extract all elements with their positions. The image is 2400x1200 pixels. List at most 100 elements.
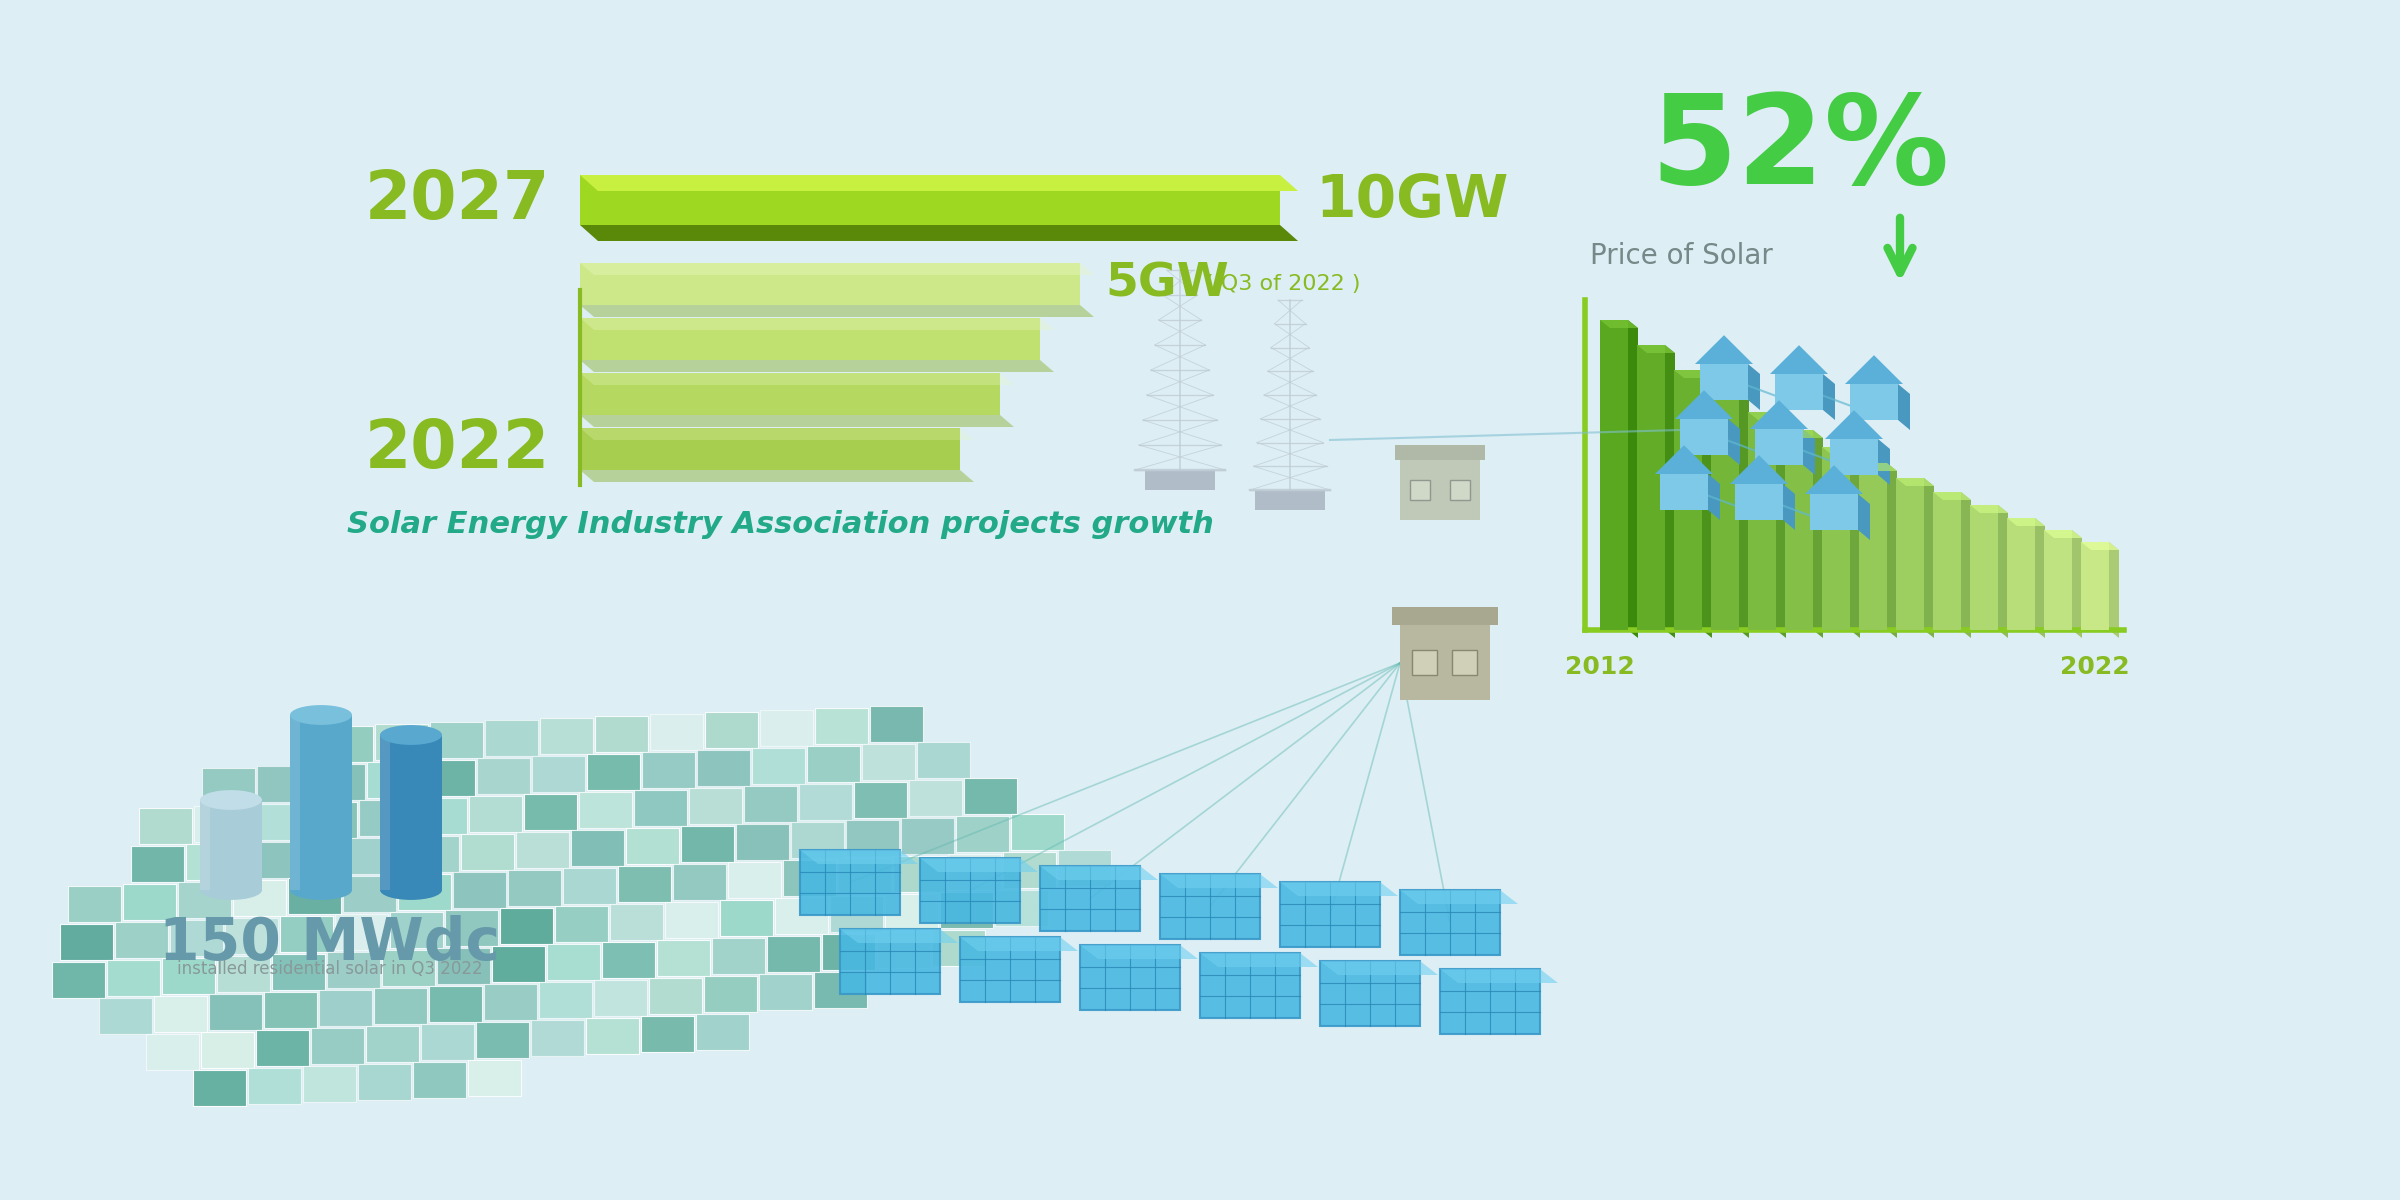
Bar bbox=[619, 866, 672, 902]
Polygon shape bbox=[1279, 882, 1397, 896]
Bar bbox=[154, 996, 206, 1032]
Bar bbox=[1932, 492, 1961, 630]
Bar bbox=[437, 948, 490, 984]
Bar bbox=[1058, 850, 1111, 886]
Bar bbox=[1822, 446, 1850, 630]
Bar bbox=[499, 908, 552, 944]
Polygon shape bbox=[1997, 505, 2009, 638]
Polygon shape bbox=[1711, 392, 1750, 400]
Bar bbox=[919, 858, 1020, 923]
Polygon shape bbox=[1970, 505, 2009, 514]
Text: 5GW: 5GW bbox=[1104, 262, 1229, 306]
Bar bbox=[775, 898, 828, 934]
Bar bbox=[533, 756, 586, 792]
Bar bbox=[350, 838, 403, 874]
Bar bbox=[202, 1032, 254, 1068]
Bar bbox=[382, 950, 434, 986]
Bar bbox=[761, 710, 814, 746]
Bar bbox=[1601, 320, 1627, 630]
Ellipse shape bbox=[199, 790, 262, 810]
Bar bbox=[960, 937, 1061, 1002]
Bar bbox=[398, 874, 451, 910]
Bar bbox=[406, 836, 458, 872]
Bar bbox=[1450, 480, 1469, 500]
Bar bbox=[413, 1062, 466, 1098]
Bar bbox=[696, 750, 749, 786]
Bar bbox=[264, 992, 317, 1028]
Polygon shape bbox=[1860, 463, 1896, 470]
Polygon shape bbox=[1709, 474, 1721, 520]
Bar bbox=[516, 832, 569, 868]
Bar bbox=[665, 902, 718, 938]
Bar bbox=[862, 744, 914, 780]
Bar bbox=[302, 1066, 355, 1102]
Bar bbox=[108, 960, 161, 996]
Bar bbox=[358, 1064, 410, 1100]
Bar bbox=[581, 428, 960, 470]
Bar bbox=[178, 882, 230, 918]
Polygon shape bbox=[1694, 335, 1752, 364]
Bar bbox=[98, 998, 151, 1034]
Bar bbox=[257, 1030, 310, 1066]
Polygon shape bbox=[1747, 412, 1786, 420]
Bar bbox=[1452, 650, 1476, 674]
Bar bbox=[485, 984, 538, 1020]
Bar bbox=[1010, 814, 1063, 850]
Bar bbox=[192, 1070, 247, 1106]
Polygon shape bbox=[1740, 392, 1750, 638]
Bar bbox=[610, 904, 662, 940]
Bar bbox=[595, 716, 648, 752]
Text: 10GW: 10GW bbox=[1315, 172, 1507, 228]
Bar bbox=[1394, 445, 1486, 460]
Bar bbox=[1399, 625, 1490, 700]
Polygon shape bbox=[1699, 364, 1747, 400]
Polygon shape bbox=[1850, 446, 1860, 638]
Bar bbox=[1003, 852, 1056, 888]
Bar bbox=[588, 754, 641, 790]
Polygon shape bbox=[581, 360, 1054, 372]
Polygon shape bbox=[581, 470, 974, 482]
Bar bbox=[806, 746, 859, 782]
Polygon shape bbox=[2071, 530, 2083, 638]
Bar bbox=[2045, 530, 2071, 630]
Polygon shape bbox=[581, 428, 974, 440]
Polygon shape bbox=[1159, 874, 1279, 888]
Bar bbox=[202, 768, 254, 804]
Ellipse shape bbox=[290, 706, 353, 725]
Bar bbox=[871, 706, 924, 742]
Bar bbox=[1637, 346, 1666, 630]
Bar bbox=[2081, 542, 2110, 630]
Polygon shape bbox=[919, 858, 1039, 872]
Bar bbox=[917, 742, 970, 778]
Polygon shape bbox=[1805, 466, 1862, 494]
Polygon shape bbox=[1771, 346, 1829, 374]
Bar bbox=[319, 990, 372, 1026]
Bar bbox=[1786, 430, 1812, 630]
Bar bbox=[1399, 460, 1481, 520]
Bar bbox=[893, 856, 946, 892]
Polygon shape bbox=[1680, 419, 1728, 455]
Polygon shape bbox=[799, 850, 917, 864]
Bar bbox=[830, 896, 883, 932]
Bar bbox=[170, 920, 223, 956]
Polygon shape bbox=[1728, 419, 1740, 464]
Polygon shape bbox=[1925, 478, 1934, 638]
Bar bbox=[367, 762, 420, 798]
Bar bbox=[706, 712, 758, 748]
Bar bbox=[696, 1014, 749, 1050]
Polygon shape bbox=[1846, 355, 1903, 384]
Bar bbox=[799, 850, 900, 914]
Bar bbox=[650, 714, 703, 750]
Polygon shape bbox=[1824, 410, 1884, 439]
Polygon shape bbox=[1783, 484, 1795, 530]
Text: 2027: 2027 bbox=[365, 167, 550, 233]
Bar bbox=[1440, 970, 1541, 1034]
Bar bbox=[115, 922, 168, 958]
Polygon shape bbox=[1824, 374, 1836, 420]
Bar bbox=[1159, 874, 1260, 938]
Text: 2022: 2022 bbox=[2059, 655, 2129, 679]
Bar bbox=[454, 872, 506, 908]
Bar bbox=[1080, 946, 1181, 1010]
Bar bbox=[713, 938, 766, 974]
Polygon shape bbox=[1440, 970, 1558, 983]
